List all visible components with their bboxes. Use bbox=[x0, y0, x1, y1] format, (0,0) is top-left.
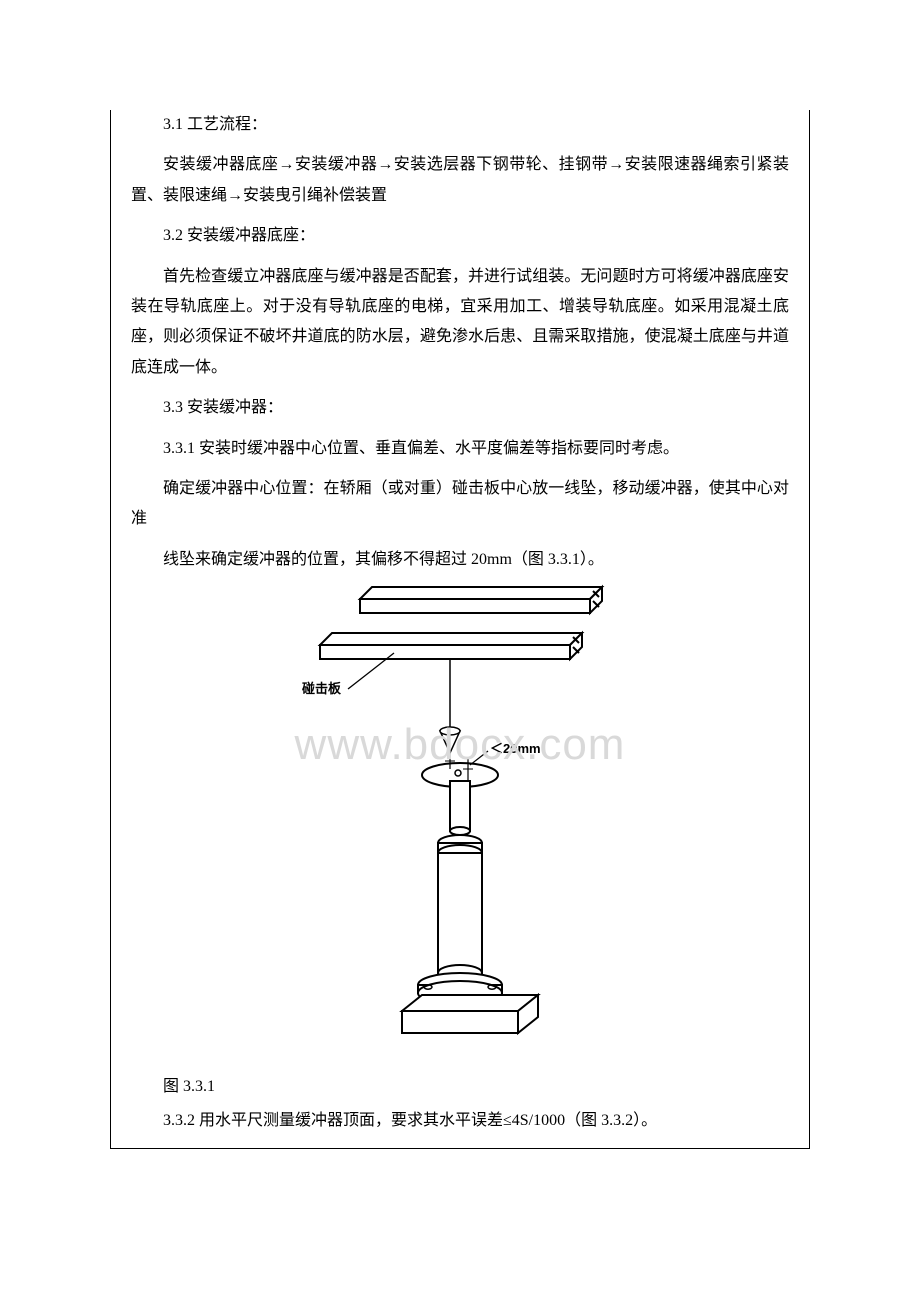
para-plumb-line: 线坠来确定缓冲器的位置，其偏移不得超过 20mm（图 3.3.1）。 bbox=[131, 545, 789, 575]
buffer-diagram-svg: 碰击板 ＜20mm bbox=[290, 581, 630, 1061]
document-frame: 3.1 工艺流程： 安装缓冲器底座→安装缓冲器→安装选层器下钢带轮、挂钢带→安装… bbox=[110, 110, 810, 1149]
para-3-1-heading: 3.1 工艺流程： bbox=[131, 110, 789, 140]
figure-caption-3-3-1: 图 3.3.1 bbox=[131, 1072, 789, 1096]
para-process-flow: 安装缓冲器底座→安装缓冲器→安装选层器下钢带轮、挂钢带→安装限速器绳索引紧装置、… bbox=[131, 150, 789, 211]
para-3-3-heading: 3.3 安装缓冲器： bbox=[131, 393, 789, 423]
para-3-3-1: 3.3.1 安装时缓冲器中心位置、垂直偏差、水平度偏差等指标要同时考虑。 bbox=[131, 434, 789, 464]
label-tolerance: ＜20mm bbox=[490, 741, 541, 756]
figure-3-3-1: 碰击板 ＜20mm bbox=[131, 581, 789, 1066]
para-center-pos: 确定缓冲器中心位置：在轿厢（或对重）碰击板中心放一线坠，移动缓冲器，使其中心对准 bbox=[131, 474, 789, 535]
label-impact-plate: 碰击板 bbox=[302, 681, 342, 696]
para-3-2-body: 首先检查缓立冲器底座与缓冲器是否配套，并进行试组装。无问题时方可将缓冲器底座安装… bbox=[131, 262, 789, 384]
para-3-2-heading: 3.2 安装缓冲器底座： bbox=[131, 221, 789, 251]
para-3-3-2: 3.3.2 用水平尺测量缓冲器顶面，要求其水平误差≤4S/1000（图 3.3.… bbox=[131, 1106, 789, 1136]
